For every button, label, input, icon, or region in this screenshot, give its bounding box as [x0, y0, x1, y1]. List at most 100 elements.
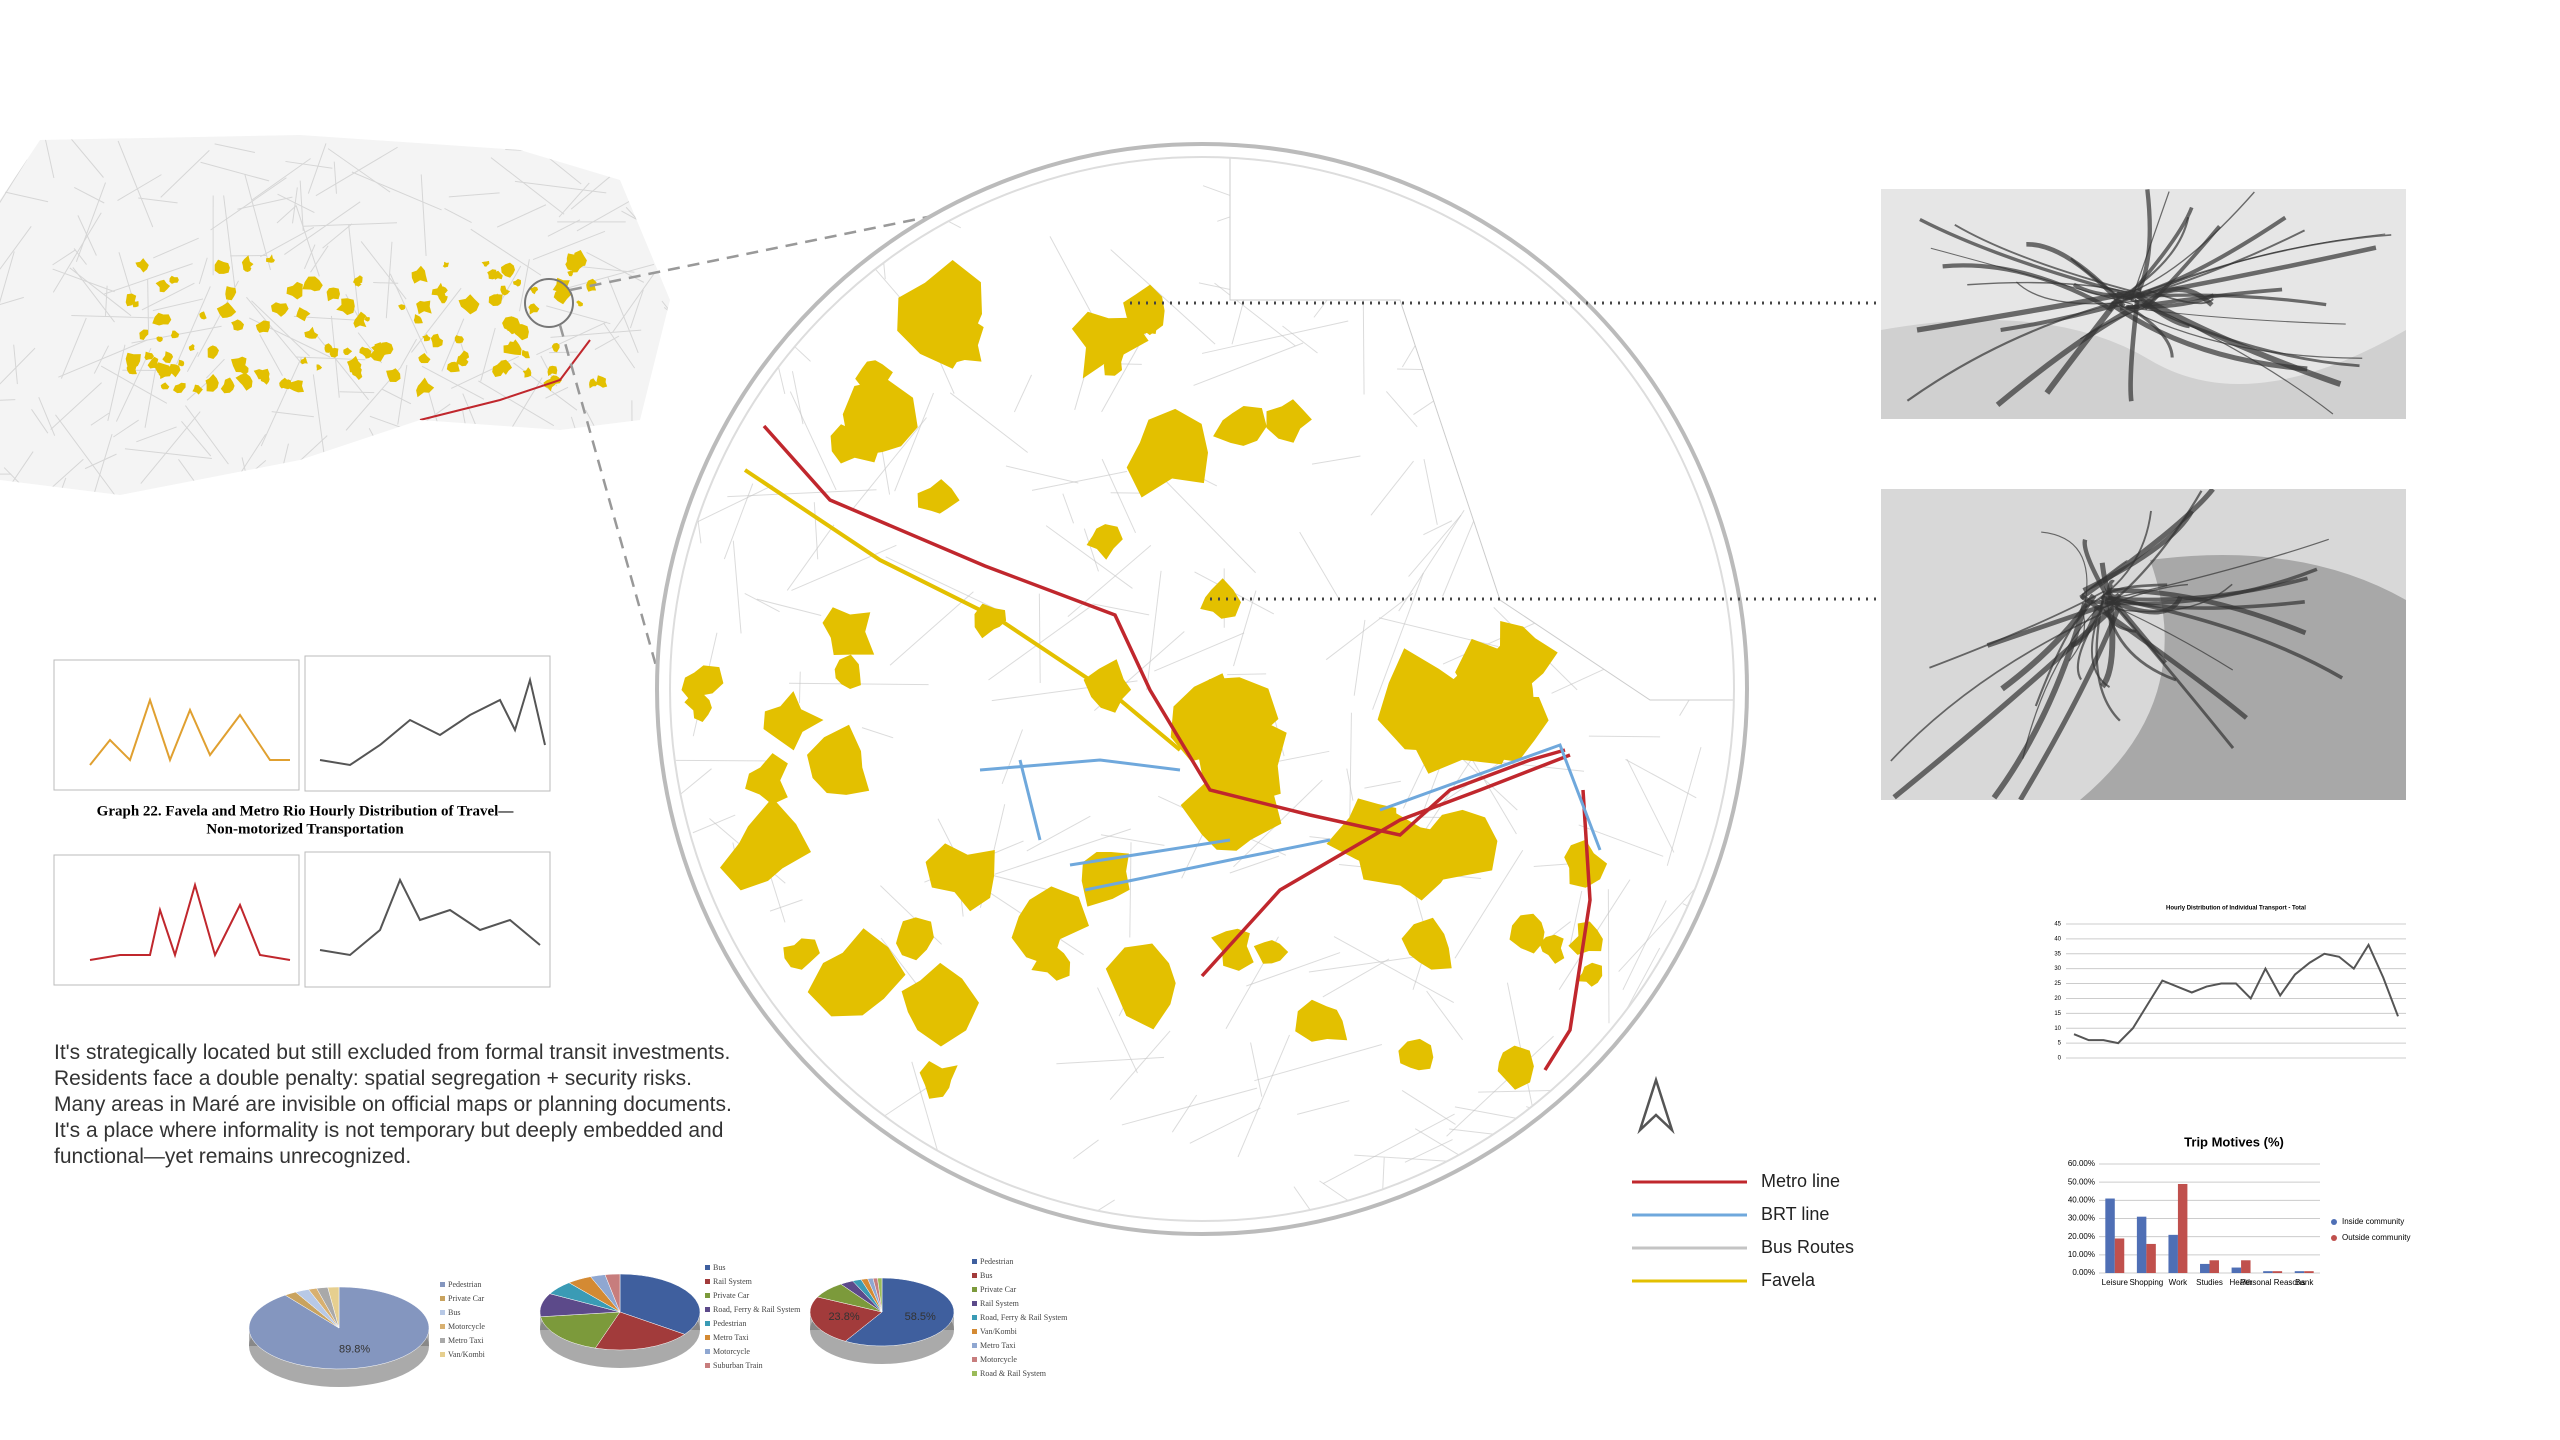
pie-slice: [327, 1286, 340, 1329]
street: [307, 143, 327, 194]
favela-area: [413, 314, 423, 324]
street: [444, 207, 472, 223]
street: [44, 139, 55, 179]
legend-label: Favela: [1761, 1270, 1816, 1290]
street: [276, 205, 297, 224]
description-line: Many areas in Maré are invisible on offi…: [54, 1093, 732, 1116]
street: [548, 157, 582, 185]
street: [1612, 171, 1670, 190]
street: [368, 427, 390, 466]
street: [1056, 1056, 1165, 1065]
favela-area: [901, 962, 979, 1047]
street: [1325, 592, 1414, 661]
street: [721, 157, 744, 206]
network-line: [2041, 531, 2088, 604]
network-line: [2018, 607, 2121, 800]
y-tick-label: 60.00%: [2068, 1159, 2095, 1168]
legend-label: Private Car: [448, 1294, 485, 1303]
favela-area: [216, 302, 237, 318]
network-line: [2115, 583, 2233, 613]
favela-area: [125, 352, 141, 369]
street: [308, 489, 320, 495]
favela-area: [514, 324, 529, 341]
overview-map: [0, 135, 670, 545]
favela-area: [439, 286, 448, 295]
street: [558, 182, 590, 218]
street: [1100, 834, 1165, 846]
street: [384, 476, 438, 495]
favela-area: [1211, 928, 1254, 971]
street: [1712, 317, 1719, 423]
favela-area: [369, 342, 387, 362]
street: [113, 419, 139, 438]
favela-area: [1497, 1045, 1534, 1090]
street: [894, 392, 934, 492]
route: [419, 339, 591, 421]
street: [1699, 228, 1729, 249]
legend-swatch: [705, 1321, 710, 1326]
street: [397, 364, 408, 425]
chart-title: Trip Motives (%): [2184, 1134, 2284, 1149]
favela-area: [1011, 886, 1089, 967]
favela-area: [917, 479, 960, 514]
street: [1398, 509, 1465, 612]
route: [762, 424, 1566, 837]
street: [1038, 593, 1041, 684]
network-line: [1954, 223, 2141, 295]
favela-area: [919, 1061, 958, 1099]
street: [949, 392, 1028, 453]
street: [206, 358, 225, 379]
favela-area: [166, 364, 181, 378]
favela-area: [521, 349, 530, 359]
favela-area: [192, 384, 203, 395]
favela-area: [255, 320, 270, 333]
data-label: 89.8%: [339, 1343, 370, 1355]
street: [339, 478, 362, 483]
favela-area: [681, 665, 724, 701]
bar: [2177, 1183, 2188, 1273]
pie-slice: [877, 1277, 883, 1313]
favela-area: [1071, 311, 1149, 379]
favela-area: [567, 270, 574, 277]
street: [1386, 391, 1418, 428]
street: [214, 143, 256, 153]
favela-area: [1377, 648, 1485, 752]
favela-area: [288, 380, 304, 393]
favela-area: [343, 347, 353, 355]
street: [675, 759, 768, 762]
favela-area: [237, 364, 246, 374]
network-line: [2114, 605, 2235, 749]
chart-title: Hourly Distribution of Individual Transp…: [2166, 906, 2306, 912]
street: [1001, 729, 1023, 784]
legend-label: Road & Rail System: [980, 1369, 1047, 1378]
street: [1454, 1106, 1517, 1119]
street: [21, 498, 53, 545]
y-tick-label: 40: [2054, 936, 2061, 942]
street: [313, 331, 369, 401]
favela-area: [745, 753, 788, 805]
favela-area: [354, 280, 362, 287]
street: [1154, 632, 1245, 672]
legend-label: Metro Taxi: [713, 1333, 749, 1342]
street: [147, 279, 150, 333]
street: [144, 365, 157, 428]
favela-area: [386, 368, 401, 382]
street: [348, 224, 360, 321]
favela-area: [1031, 946, 1071, 981]
network-line: [1986, 599, 2116, 648]
street: [545, 386, 569, 399]
favela-area: [235, 373, 253, 391]
street: [198, 257, 208, 285]
favela-area: [188, 344, 195, 351]
favela-area: [296, 307, 311, 322]
favela-area: [162, 351, 174, 364]
legend-swatch: [705, 1335, 710, 1340]
favela-area: [1398, 1038, 1434, 1071]
street: [49, 477, 67, 495]
street: [756, 598, 822, 617]
x-tick-label: Work: [2169, 1278, 2189, 1287]
description-line: Residents face a double penalty: spatial…: [54, 1067, 692, 1090]
street: [1726, 389, 1734, 434]
street: [448, 192, 500, 198]
street: [138, 197, 178, 204]
